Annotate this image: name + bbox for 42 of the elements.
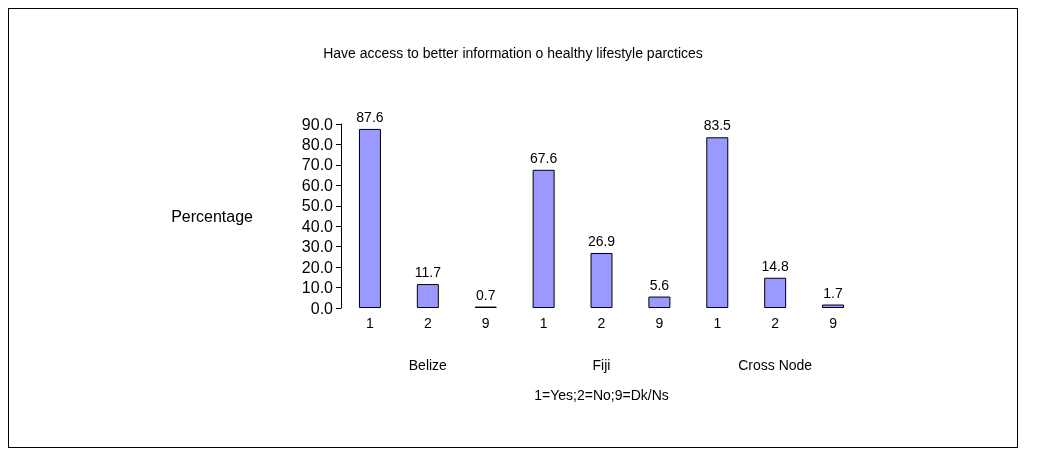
bar	[822, 304, 845, 308]
y-tick-label: 0.0	[310, 299, 334, 317]
bar	[532, 169, 555, 308]
y-tick-label: 40.0	[301, 217, 334, 235]
data-label: 11.7	[414, 264, 442, 281]
y-tick-label: 20.0	[301, 258, 334, 276]
data-label: 5.6	[649, 276, 670, 293]
text: Fiji	[592, 357, 611, 373]
y-tick-label: 50.0	[301, 197, 334, 215]
text: Cross Node	[738, 357, 813, 373]
x-tick-label: 9	[481, 315, 490, 331]
bar	[706, 137, 729, 308]
text: Belize	[408, 357, 448, 373]
x-tick-label: 1	[713, 315, 722, 331]
x-tick-label: 2	[597, 315, 606, 331]
x-tick-label: 9	[655, 315, 664, 331]
y-tick-label: 10.0	[301, 279, 334, 297]
chart-title: Have access to better information o healthy lifestyle parctices	[323, 45, 703, 61]
data-label: 67.6	[529, 149, 558, 166]
x-tick-label: 2	[771, 315, 780, 331]
data-label: 0.7	[475, 286, 496, 303]
y-tick-label: 60.0	[301, 176, 334, 194]
data-label: 87.6	[356, 108, 384, 125]
y-axis-title: Percentage	[171, 207, 254, 225]
y-tick-label: 70.0	[301, 156, 334, 174]
x-tick-label: 1	[539, 315, 548, 331]
y-tick-label: 80.0	[301, 135, 334, 153]
data-label: 14.8	[761, 257, 789, 274]
bar	[764, 277, 787, 308]
data-label: 83.5	[703, 117, 732, 134]
bar	[416, 284, 439, 308]
data-label: 26.9	[587, 233, 616, 249]
bar	[590, 253, 613, 308]
y-tick-label: 90.0	[301, 115, 334, 133]
x-tick-label: 9	[829, 315, 838, 331]
data-label: 1.7	[823, 284, 843, 301]
bar	[648, 296, 671, 308]
bar	[358, 128, 381, 308]
x-tick-label: 2	[423, 315, 432, 331]
y-tick-label: 30.0	[301, 238, 334, 256]
x-tick-label: 1	[366, 315, 375, 331]
x-axis-title: 1=Yes;2=No;9=Dk/Ns	[534, 387, 669, 403]
